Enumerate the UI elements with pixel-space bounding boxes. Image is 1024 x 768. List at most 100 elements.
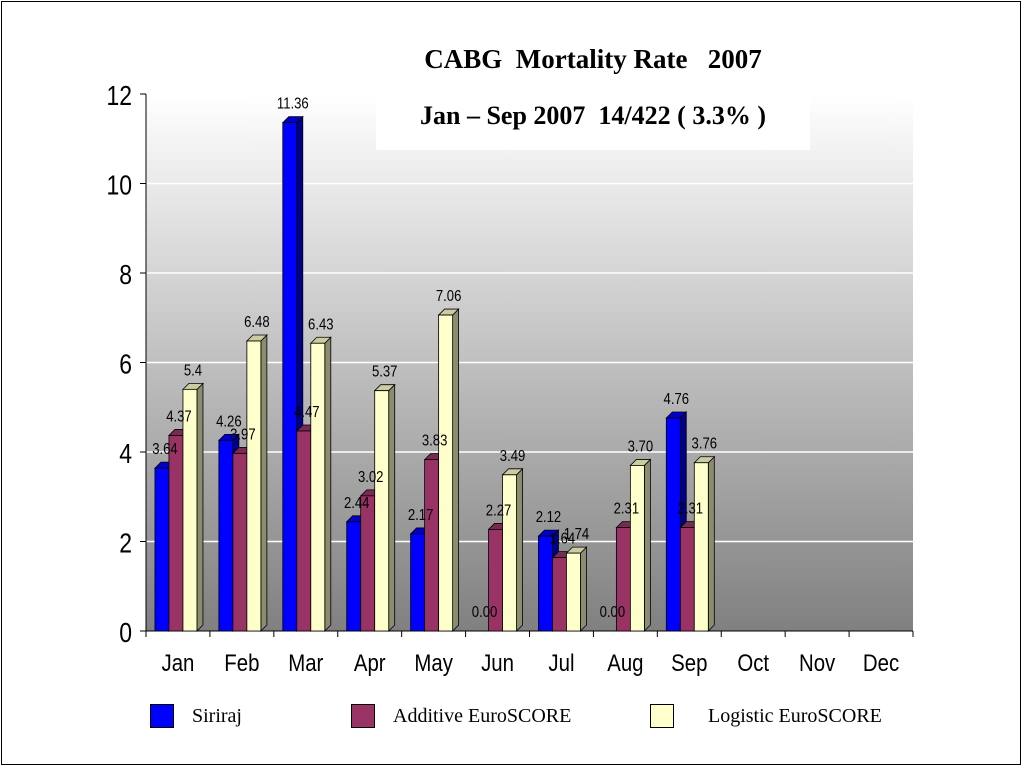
data-label: 3.64 bbox=[152, 441, 178, 458]
bar-front bbox=[168, 435, 184, 632]
bar-side bbox=[516, 467, 523, 632]
legend-swatch-logistic-euroscore bbox=[650, 704, 674, 728]
x-tick-label: Oct bbox=[737, 649, 769, 676]
bar-front bbox=[665, 417, 681, 632]
bar-side bbox=[643, 458, 651, 632]
bar-front bbox=[538, 535, 553, 632]
y-tick-label: 8 bbox=[119, 260, 132, 291]
legend-label-logistic-euroscore: Logistic EuroSCORE bbox=[708, 704, 882, 727]
data-label: 0.00 bbox=[600, 604, 626, 621]
bar-front bbox=[693, 462, 709, 632]
y-tick-label: 4 bbox=[119, 439, 132, 470]
bar-side bbox=[580, 546, 587, 632]
x-tick-label: Jan bbox=[162, 649, 195, 676]
bar-front bbox=[410, 533, 426, 632]
bar-front bbox=[629, 465, 645, 632]
bar-front bbox=[552, 557, 567, 632]
data-label: 3.49 bbox=[500, 448, 526, 465]
bar-front bbox=[310, 342, 326, 632]
bar-logistic-euroscore-apr bbox=[373, 383, 396, 632]
bar-front bbox=[232, 452, 248, 632]
bar-front bbox=[566, 552, 581, 632]
x-tick-label: Aug bbox=[607, 649, 643, 676]
bar-logistic-euroscore-jun bbox=[501, 467, 524, 632]
legend: Siriraj Additive EuroSCORE Logistic Euro… bbox=[0, 704, 1024, 734]
bar-front bbox=[182, 388, 198, 632]
bar-side bbox=[388, 383, 396, 632]
bar-logistic-euroscore-may bbox=[437, 308, 460, 632]
chart-subtitle: Jan – Sep 2007 14/422 ( 3.3% ) bbox=[420, 101, 766, 130]
title-box bbox=[376, 40, 810, 150]
legend-item-siriraj: Siriraj bbox=[150, 704, 242, 728]
x-tick-label: Mar bbox=[288, 649, 324, 676]
data-label: 2.31 bbox=[614, 501, 640, 518]
bar-side bbox=[452, 308, 460, 632]
legend-swatch-siriraj bbox=[150, 704, 174, 728]
bar-front bbox=[246, 340, 262, 632]
data-label: 11.36 bbox=[277, 96, 309, 113]
data-label: 2.27 bbox=[486, 502, 512, 519]
data-label: 5.4 bbox=[184, 362, 202, 379]
bar-front bbox=[346, 521, 362, 632]
legend-label-siriraj: Siriraj bbox=[192, 704, 242, 727]
bar-front bbox=[282, 122, 298, 632]
data-label: 6.43 bbox=[308, 316, 334, 333]
x-tick-label: Jul bbox=[548, 649, 574, 676]
bar-side bbox=[324, 336, 332, 632]
data-label: 6.48 bbox=[244, 314, 270, 331]
bar-logistic-euroscore-jan bbox=[181, 382, 204, 632]
y-tick-label: 10 bbox=[106, 170, 132, 201]
bar-front bbox=[374, 390, 390, 632]
x-tick-label: Dec bbox=[863, 649, 899, 676]
data-label: 1.74 bbox=[564, 526, 590, 543]
data-label: 3.83 bbox=[422, 432, 448, 449]
data-label: 2.44 bbox=[344, 495, 370, 512]
data-label: 4.26 bbox=[216, 413, 242, 430]
bar-logistic-euroscore-sep bbox=[693, 455, 716, 632]
bar-side bbox=[707, 455, 715, 632]
data-labels: 3.64 4.37 5.4 4.263.97 6.48 11.36 4.47 6.43 2.44… bbox=[152, 96, 717, 622]
y-tick-label: 6 bbox=[119, 349, 132, 380]
data-label: 2.17 bbox=[408, 507, 434, 524]
data-label: 1.64 bbox=[550, 530, 576, 547]
bar-front bbox=[360, 495, 376, 632]
data-label: 2.12 bbox=[536, 509, 562, 526]
data-label: 3.76 bbox=[692, 436, 718, 453]
bar-front bbox=[438, 314, 454, 632]
x-tick-label: Jun bbox=[481, 649, 514, 676]
bar-logistic-euroscore-mar bbox=[309, 336, 332, 632]
data-label: 3.02 bbox=[358, 469, 384, 486]
y-tick-label: 12 bbox=[106, 81, 132, 112]
bar-logistic-euroscore-aug bbox=[629, 458, 652, 632]
bar-logistic-euroscore-feb bbox=[245, 334, 268, 632]
chart-title: CABG Mortality Rate 2007 bbox=[424, 44, 762, 74]
x-tick-label: Nov bbox=[799, 649, 836, 676]
legend-item-additive-euroscore: Additive EuroSCORE bbox=[351, 704, 571, 728]
data-label: 4.47 bbox=[294, 404, 320, 421]
bar-side bbox=[260, 334, 268, 632]
bar-front bbox=[154, 467, 170, 632]
bar-front bbox=[296, 430, 312, 632]
bars bbox=[153, 115, 716, 632]
bar-logistic-euroscore-jul bbox=[565, 546, 588, 632]
axes: 0 2 4 6 8 10 12 Jan Feb Mar Apr May Jun Jul Aug Sep Oct N… bbox=[106, 81, 914, 676]
data-label: 7.06 bbox=[436, 288, 462, 305]
data-label: 2.31 bbox=[678, 501, 704, 518]
bar-side bbox=[196, 382, 204, 632]
data-label: 4.37 bbox=[166, 408, 192, 425]
x-tick-label: May bbox=[414, 649, 453, 676]
bar-front bbox=[424, 459, 440, 632]
bar-front bbox=[502, 474, 517, 632]
bar-front bbox=[218, 439, 234, 632]
data-label: 3.70 bbox=[628, 438, 654, 455]
legend-swatch-additive-euroscore bbox=[351, 704, 375, 728]
x-tick-label: Feb bbox=[224, 649, 259, 676]
legend-item-logistic-euroscore: Logistic EuroSCORE bbox=[650, 704, 882, 728]
bar-front bbox=[679, 527, 695, 632]
y-tick-label: 2 bbox=[119, 528, 132, 559]
x-tick-label: Apr bbox=[354, 649, 386, 676]
data-label: 4.76 bbox=[664, 391, 690, 408]
legend-label-additive-euroscore: Additive EuroSCORE bbox=[393, 704, 572, 727]
